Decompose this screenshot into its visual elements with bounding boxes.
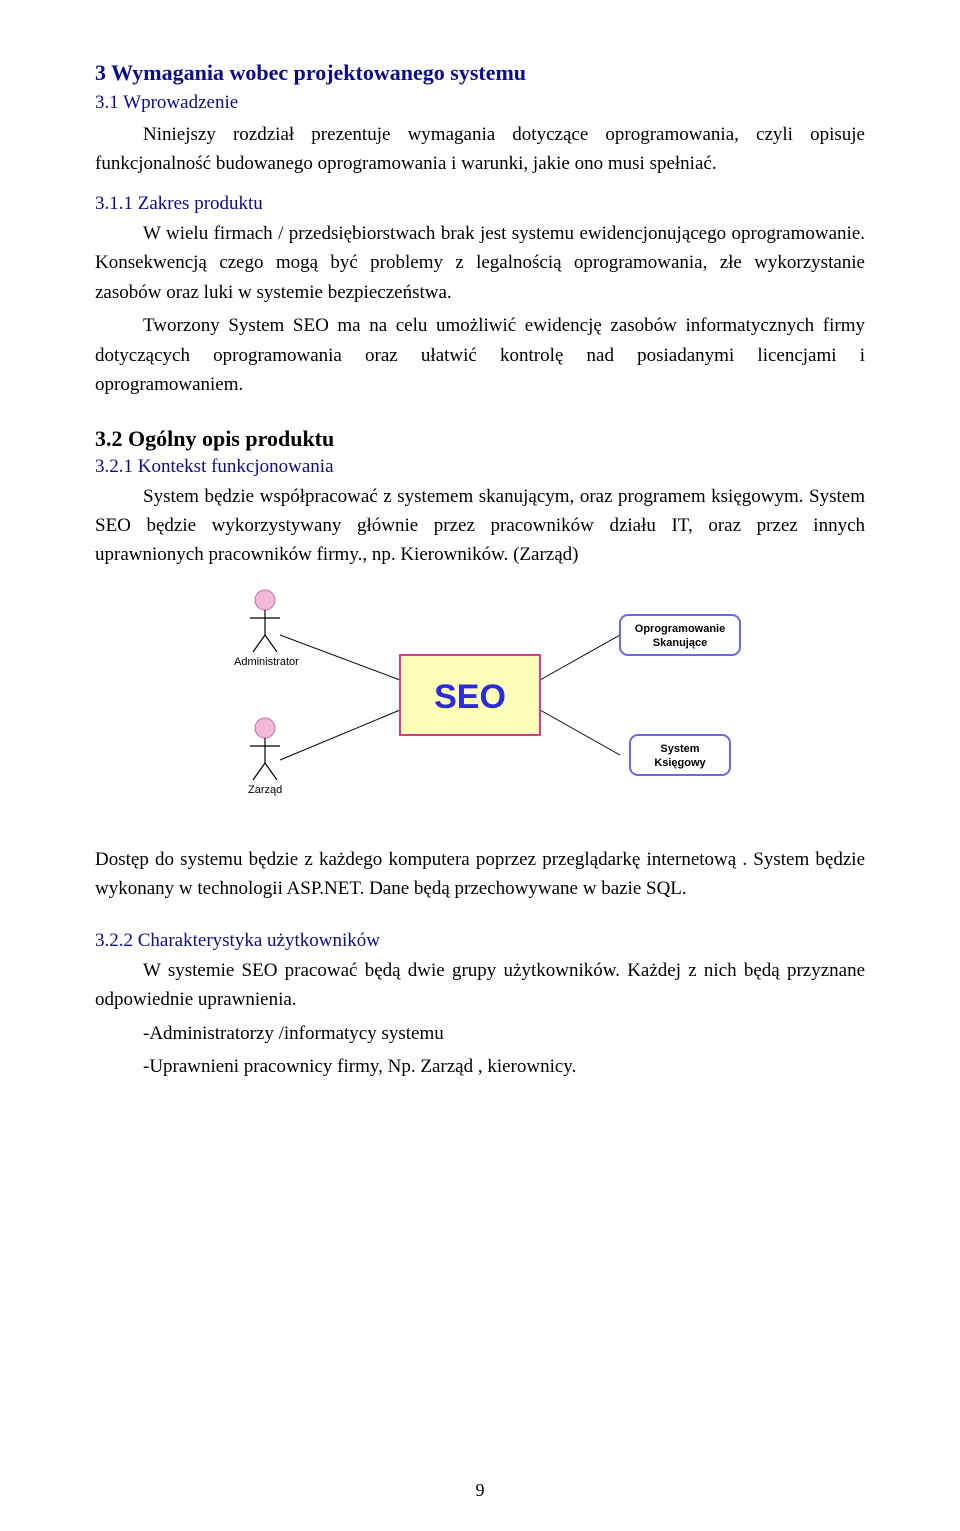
edge-board-seo [280, 710, 400, 760]
list-item-admins: -Administratorzy /informatycy systemu [143, 1019, 865, 1048]
heading-scope: 3.1.1 Zakres produktu [95, 193, 865, 215]
node-accounting-system: System Księgowy [630, 735, 730, 775]
actor-board-label: Zarząd [248, 784, 282, 796]
context-diagram-svg: Administrator Zarząd SEO [210, 580, 750, 810]
heading-intro: 3.1 Wprowadzenie [95, 92, 865, 114]
heading-users: 3.2.2 Charakterystyka użytkowników [95, 930, 865, 952]
list-item-employees: -Uprawnieni pracownicy firmy, Np. Zarząd… [143, 1052, 865, 1081]
heading-overview: 3.2 Ogólny opis produktu [95, 426, 865, 452]
page-number: 9 [0, 1480, 960, 1501]
actor-board: Zarząd [248, 718, 282, 796]
document-page: 3 Wymagania wobec projektowanego systemu… [0, 0, 960, 1531]
node-seo: SEO [400, 655, 540, 735]
paragraph-access: Dostęp do systemu będzie z każdego kompu… [95, 845, 865, 904]
node-acct-label-2: Księgowy [654, 757, 706, 769]
edge-seo-scan [540, 635, 620, 680]
paragraph-users: W systemie SEO pracować będą dwie grupy … [95, 956, 865, 1015]
node-scan-label-2: Skanujące [653, 637, 707, 649]
context-diagram: Administrator Zarząd SEO [210, 580, 750, 815]
paragraph-intro: Niniejszy rozdział prezentuje wymagania … [95, 120, 865, 179]
heading-1: 3 Wymagania wobec projektowanego systemu [95, 60, 865, 86]
paragraph-scope-1: W wielu firmach / przedsiębiorstwach bra… [95, 219, 865, 307]
heading-context: 3.2.1 Kontekst funkcjonowania [95, 456, 865, 478]
node-scanning-software: Oprogramowanie Skanujące [620, 615, 740, 655]
node-seo-label: SEO [434, 678, 506, 716]
actor-administrator: Administrator [234, 590, 299, 668]
paragraph-scope-2: Tworzony System SEO ma na celu umożliwić… [95, 311, 865, 399]
paragraph-context: System będzie współpracować z systemem s… [95, 482, 865, 570]
edge-seo-acct [540, 710, 620, 755]
node-acct-label-1: System [660, 743, 699, 755]
actor-admin-label: Administrator [234, 656, 299, 668]
node-scan-label-1: Oprogramowanie [635, 623, 725, 635]
